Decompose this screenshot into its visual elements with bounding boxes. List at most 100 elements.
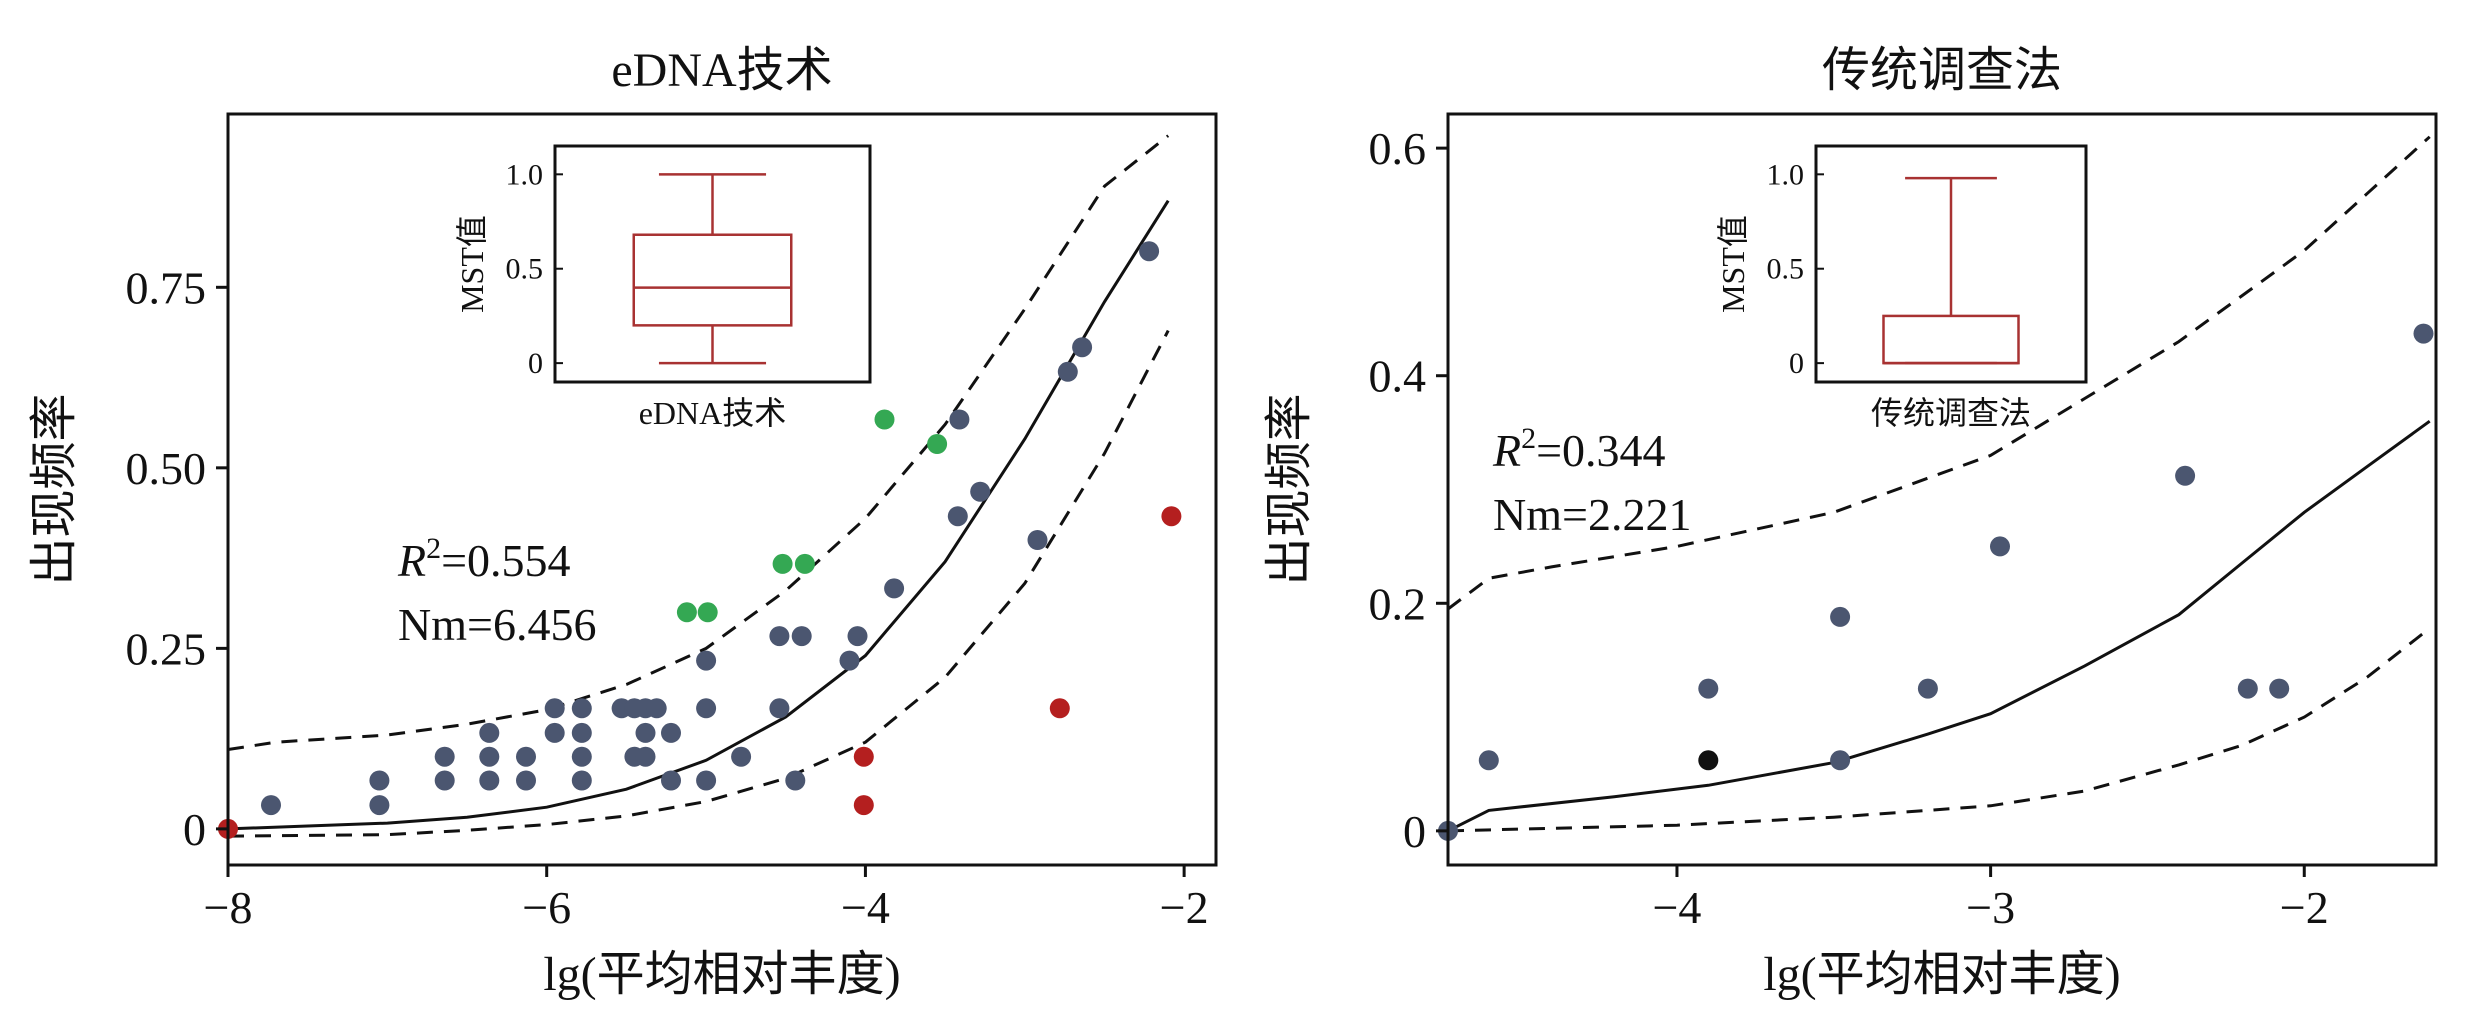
data-point xyxy=(434,746,455,767)
chart-title: eDNA技术 xyxy=(611,44,832,97)
nm-text: Nm=2.221 xyxy=(1493,489,1691,540)
inset-x-label: 传统调查法 xyxy=(1871,395,2031,431)
upper-confidence-curve xyxy=(228,134,1170,751)
data-point xyxy=(697,602,718,623)
x-tick-label: −3 xyxy=(1966,882,2015,933)
lower-confidence-curve xyxy=(1448,627,2431,833)
r-squared-value: =0.554 xyxy=(441,535,570,586)
data-point xyxy=(949,409,970,430)
data-point xyxy=(1072,337,1093,358)
data-point xyxy=(1830,750,1851,771)
data-point xyxy=(772,553,793,574)
data-point xyxy=(369,770,390,791)
data-point xyxy=(261,795,281,816)
data-point xyxy=(970,481,991,502)
y-axis-label: 出现频率 xyxy=(1263,393,1316,585)
data-point xyxy=(516,746,536,767)
data-point xyxy=(1161,506,1182,527)
data-point xyxy=(516,770,536,791)
x-tick-label: −2 xyxy=(1160,882,1209,933)
data-point xyxy=(571,722,592,743)
data-point xyxy=(661,722,681,743)
data-point xyxy=(646,698,667,719)
x-tick-label: −2 xyxy=(2280,882,2329,933)
x-tick-label: −4 xyxy=(841,882,890,933)
data-point xyxy=(1917,678,1938,699)
data-point xyxy=(2269,678,2290,699)
data-point xyxy=(791,626,812,647)
data-point xyxy=(544,698,565,719)
superscript-two: 2 xyxy=(426,532,441,565)
y-tick-label: 0.2 xyxy=(1369,578,1427,629)
data-point xyxy=(947,506,968,527)
lower-confidence-curve xyxy=(228,329,1170,838)
r-symbol: R xyxy=(397,535,426,586)
data-point xyxy=(884,578,905,599)
data-point xyxy=(571,770,592,791)
inset-y-tick-label: 0 xyxy=(528,347,543,380)
data-point xyxy=(571,698,592,719)
data-point xyxy=(1698,750,1719,771)
data-point xyxy=(696,770,717,791)
r-squared-text: R2=0.554 xyxy=(397,532,571,586)
y-axis-label: 出现频率 xyxy=(28,393,81,585)
data-point xyxy=(874,409,895,430)
plot-frame xyxy=(1446,112,2438,867)
data-point xyxy=(2175,465,2196,486)
data-point xyxy=(369,795,390,816)
chart-title: 传统调查法 xyxy=(1822,44,2062,97)
x-tick-label: −4 xyxy=(1652,882,1701,933)
fitted-curve xyxy=(228,199,1170,831)
data-point xyxy=(2413,323,2434,344)
data-point xyxy=(676,602,697,623)
data-point xyxy=(769,698,790,719)
inset-y-tick-label: 0.5 xyxy=(1767,253,1805,286)
fitted-curve xyxy=(1448,419,2431,833)
data-point xyxy=(1049,698,1070,719)
data-point xyxy=(1057,361,1078,382)
upper-confidence-curve xyxy=(1448,135,2431,611)
data-point xyxy=(434,770,455,791)
data-point xyxy=(696,698,717,719)
data-point xyxy=(853,795,874,816)
inset-x-label: eDNA技术 xyxy=(639,395,787,431)
data-point xyxy=(544,722,565,743)
data-point xyxy=(839,650,860,671)
data-point xyxy=(635,722,656,743)
inset-y-tick-label: 1.0 xyxy=(506,158,544,191)
y-tick-label: 0.6 xyxy=(1369,123,1427,174)
data-point xyxy=(785,770,806,791)
data-point xyxy=(479,722,500,743)
inset-y-label: MST值 xyxy=(454,215,490,313)
data-point xyxy=(479,770,500,791)
y-tick-label: 0.75 xyxy=(126,262,207,313)
data-point xyxy=(731,746,752,767)
r-squared-value: =0.344 xyxy=(1536,425,1665,476)
y-tick-label: 0 xyxy=(1403,806,1426,857)
r-squared-text: R2=0.344 xyxy=(1492,422,1666,476)
superscript-two: 2 xyxy=(1521,422,1536,455)
data-point xyxy=(1830,606,1851,627)
plot-frame xyxy=(226,112,1218,867)
data-point xyxy=(853,746,874,767)
r-symbol: R xyxy=(1492,425,1521,476)
inset-y-tick-label: 0.5 xyxy=(506,253,544,286)
data-point xyxy=(479,746,500,767)
data-point xyxy=(794,553,815,574)
y-tick-label: 0.25 xyxy=(126,623,207,674)
data-point xyxy=(635,746,656,767)
x-axis-label: lg(平均相对丰度) xyxy=(543,948,900,1001)
y-tick-label: 0.50 xyxy=(126,443,207,494)
data-point xyxy=(2237,678,2258,699)
data-point xyxy=(571,746,592,767)
data-point xyxy=(1139,241,1160,262)
y-tick-label: 0 xyxy=(183,804,206,855)
data-point xyxy=(1027,530,1048,550)
data-point xyxy=(1478,750,1499,771)
x-axis-label: lg(平均相对丰度) xyxy=(1763,948,2120,1001)
data-point xyxy=(847,626,868,647)
inset-y-tick-label: 0 xyxy=(1789,347,1804,380)
y-tick-label: 0.4 xyxy=(1369,351,1427,402)
inset-y-label: MST值 xyxy=(1715,215,1751,313)
